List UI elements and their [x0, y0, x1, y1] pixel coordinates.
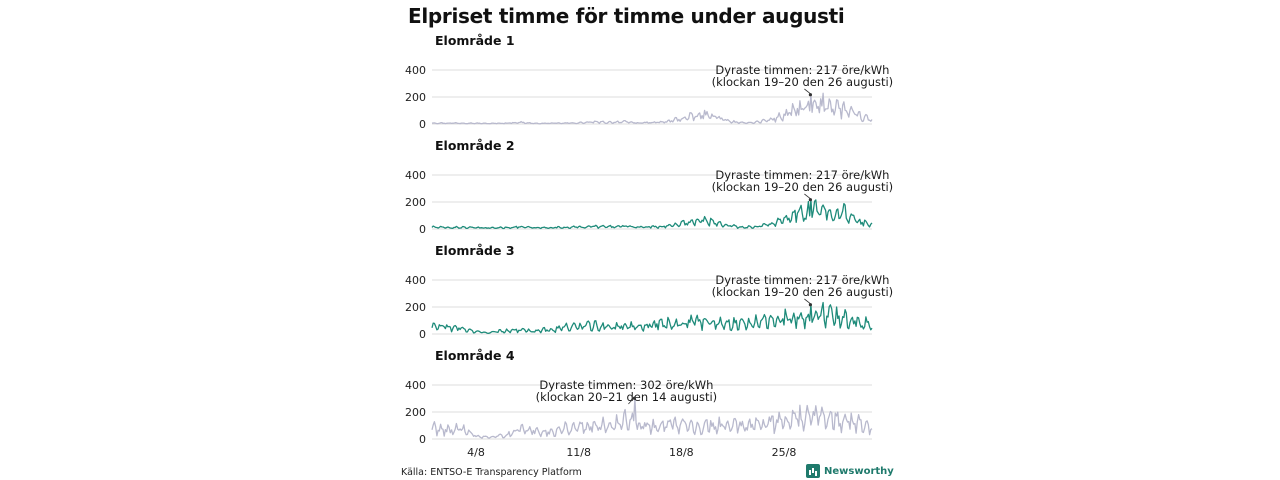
series-line — [431, 301, 873, 334]
series-line — [431, 397, 873, 439]
panel-title: Elområde 1 — [435, 33, 515, 48]
source-note: Källa: ENTSO-E Transparency Platform — [401, 467, 582, 478]
annotation-line1: Dyraste timmen: 217 öre/kWh — [715, 168, 889, 182]
y-tick-label: 400 — [405, 64, 426, 77]
annotation-line1: Dyraste timmen: 217 öre/kWh — [715, 273, 889, 287]
panel-title: Elområde 4 — [435, 348, 515, 363]
annotation-line2: (klockan 19–20 den 26 augusti) — [712, 75, 894, 89]
annotation-point — [808, 198, 813, 202]
bar-chart-icon — [806, 464, 820, 478]
annotation-point — [808, 93, 813, 97]
brand-logo[interactable]: Newsworthy — [806, 464, 894, 478]
x-tick-label: 18/8 — [669, 446, 694, 459]
brand-name: Newsworthy — [824, 465, 894, 477]
series-line — [431, 92, 873, 125]
y-tick-label: 0 — [419, 223, 426, 236]
y-tick-label: 400 — [405, 274, 426, 287]
y-tick-label: 200 — [405, 196, 426, 209]
y-tick-label: 200 — [405, 301, 426, 314]
x-tick-label: 4/8 — [467, 446, 485, 459]
annotation-line1: Dyraste timmen: 302 öre/kWh — [539, 378, 713, 392]
y-tick-label: 400 — [405, 379, 426, 392]
chart-title: Elpriset timme för timme under augusti — [408, 4, 845, 28]
annotation-point — [808, 303, 813, 307]
x-tick-label: 11/8 — [566, 446, 591, 459]
panel-title: Elområde 2 — [435, 138, 515, 153]
panel-title: Elområde 3 — [435, 243, 515, 258]
x-tick-label: 25/8 — [772, 446, 797, 459]
y-tick-label: 200 — [405, 91, 426, 104]
annotation-leader — [804, 88, 811, 95]
annotation-line2: (klockan 19–20 den 26 augusti) — [712, 285, 894, 299]
y-tick-label: 0 — [419, 433, 426, 446]
annotation-line2: (klockan 19–20 den 26 augusti) — [712, 180, 894, 194]
series-line — [431, 199, 873, 230]
y-tick-label: 0 — [419, 328, 426, 341]
y-tick-label: 200 — [405, 406, 426, 419]
annotation-line2: (klockan 20–21 den 14 augusti) — [536, 390, 718, 404]
annotation-point — [632, 396, 637, 400]
y-tick-label: 0 — [419, 118, 426, 131]
annotation-leader — [804, 298, 811, 305]
annotation-line1: Dyraste timmen: 217 öre/kWh — [715, 63, 889, 77]
annotation-leader — [804, 193, 811, 200]
y-tick-label: 400 — [405, 169, 426, 182]
